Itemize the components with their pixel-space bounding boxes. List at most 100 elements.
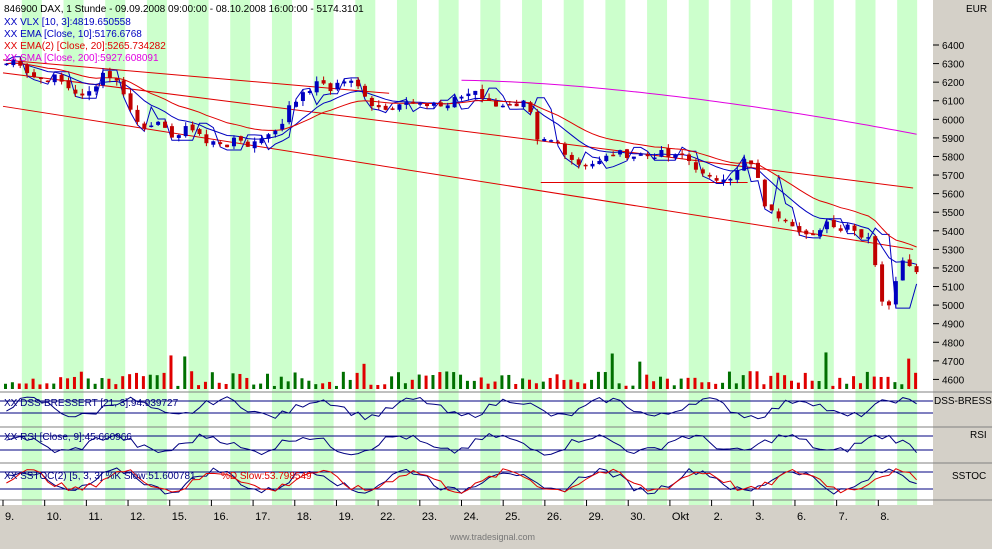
- volume-bar: [624, 385, 628, 389]
- candle-body: [804, 230, 809, 235]
- candle-body: [38, 77, 43, 80]
- volume-bar: [307, 380, 311, 389]
- volume-bar: [17, 383, 21, 389]
- candle-body: [294, 101, 299, 107]
- volume-bar: [114, 384, 118, 389]
- candle-body: [349, 80, 354, 83]
- volume-bar: [314, 384, 318, 389]
- volume-bar: [148, 374, 152, 389]
- candle-body: [638, 154, 643, 156]
- price-tick-label: 4800: [942, 338, 965, 349]
- volume-bar: [700, 382, 704, 389]
- candle-body: [714, 178, 719, 181]
- volume-bar: [914, 372, 918, 389]
- candle-body: [466, 93, 471, 97]
- volume-bar: [141, 376, 145, 389]
- volume-bar: [583, 383, 587, 389]
- dss-line: [6, 396, 917, 421]
- volume-bar: [355, 372, 359, 389]
- volume-bar: [259, 383, 263, 389]
- candle-body: [618, 150, 623, 155]
- volume-bar: [438, 372, 442, 389]
- volume-bar: [431, 375, 435, 389]
- candle-body: [549, 140, 554, 142]
- volume-bar: [610, 353, 614, 389]
- volume-bar: [569, 379, 573, 389]
- volume-bar: [521, 378, 525, 389]
- volume-bar: [231, 373, 235, 389]
- volume-bar: [631, 385, 635, 389]
- candle-body: [845, 224, 850, 230]
- legend-item: XX VLX [10, 3]:4819.650558: [4, 17, 131, 28]
- candle-body: [128, 93, 133, 110]
- candle-body: [356, 79, 361, 87]
- volume-bar: [321, 383, 325, 389]
- volume-bar: [534, 383, 538, 389]
- volume-bar: [886, 376, 890, 389]
- volume-bar: [548, 377, 552, 389]
- volume-bar: [66, 378, 70, 389]
- candle-body: [659, 150, 664, 157]
- candle-body: [866, 237, 871, 239]
- volume-bar: [24, 383, 28, 389]
- candle-body: [438, 102, 443, 107]
- volume-bar: [831, 385, 835, 389]
- sstoc-title-k: XX SSTOC(2) [5, 3, 3] %K Slow:51.600781: [4, 471, 196, 482]
- candle-body: [480, 89, 485, 99]
- volume-bar: [479, 377, 483, 389]
- price-tick-label: 6300: [942, 60, 965, 71]
- candle-body: [556, 141, 561, 144]
- candle-body: [4, 63, 9, 66]
- volume-bar: [672, 385, 676, 389]
- time-label: 9.: [5, 511, 14, 523]
- candle-body: [18, 61, 23, 66]
- trend-line: [2, 105, 914, 250]
- volume-bar: [879, 376, 883, 389]
- candle-body: [790, 221, 795, 227]
- candle-body: [142, 123, 147, 129]
- candle-body: [542, 138, 547, 142]
- sstoc-title-d: %D Slow:53.798549: [221, 471, 312, 482]
- volume-bar: [190, 371, 194, 389]
- candle-body: [94, 86, 99, 92]
- price-tick-label: 5700: [942, 171, 965, 182]
- day-stripe: [313, 0, 334, 505]
- candle-body: [45, 80, 50, 83]
- candle-body: [25, 64, 30, 74]
- candle-body: [493, 101, 498, 107]
- volume-bar: [59, 377, 63, 389]
- candle-body: [163, 121, 168, 128]
- candle-body: [397, 104, 402, 110]
- day-stripe: [480, 0, 501, 505]
- day-stripe: [647, 0, 668, 505]
- volume-bar: [128, 374, 132, 389]
- volume-bar: [528, 379, 531, 389]
- day-stripe: [772, 0, 793, 505]
- price-tick-label: 6000: [942, 115, 965, 126]
- volume-bar: [762, 384, 766, 389]
- candle-body: [514, 103, 519, 107]
- time-label: 8.: [880, 511, 889, 523]
- time-label: 24.: [464, 511, 479, 523]
- day-stripe: [105, 0, 126, 505]
- volume-bar: [266, 373, 269, 389]
- volume-bar: [293, 372, 297, 389]
- volume-bar: [679, 378, 683, 389]
- price-tick-label: 6100: [942, 97, 965, 108]
- volume-bar: [707, 382, 711, 389]
- volume-bars: [4, 352, 918, 389]
- volume-bar: [100, 378, 104, 389]
- volume-bar: [10, 382, 14, 389]
- candle-body: [728, 178, 733, 181]
- candle-body: [535, 111, 540, 140]
- sstoc-pane-label: SSTOC: [952, 471, 986, 482]
- volume-bar: [541, 381, 545, 389]
- volume-bar: [410, 379, 414, 389]
- day-stripe: [605, 0, 626, 505]
- candle-body: [342, 81, 347, 84]
- price-tick-label: 5300: [942, 245, 965, 256]
- day-stripe: [855, 0, 876, 505]
- candle-body: [700, 169, 705, 174]
